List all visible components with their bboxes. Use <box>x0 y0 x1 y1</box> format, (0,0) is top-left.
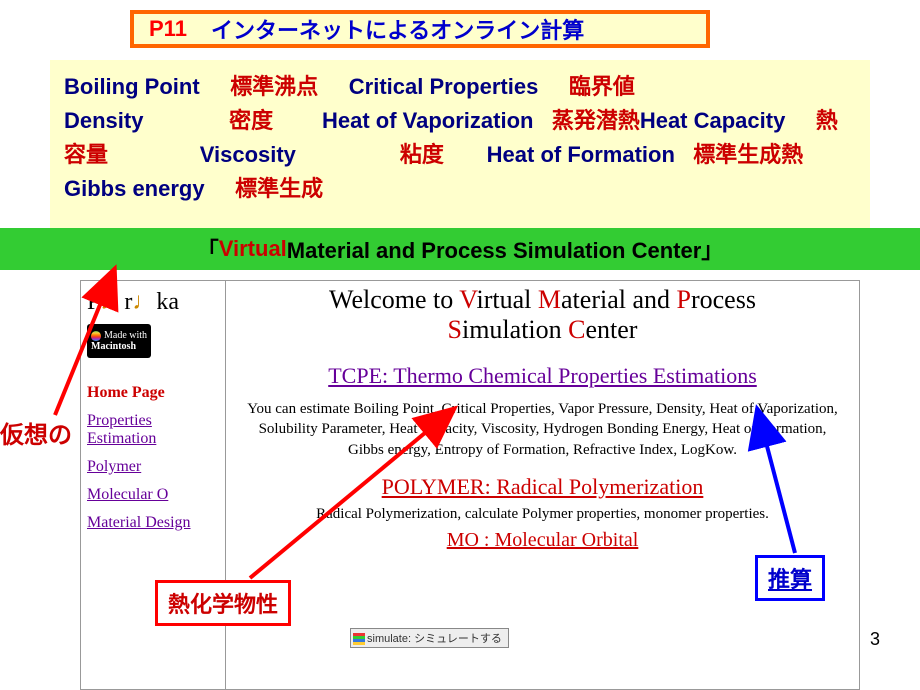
prop-hvap-jp: 蒸発潜熱 <box>552 108 640 133</box>
prop-visc-en: Viscosity <box>200 142 296 167</box>
title-jp: インターネットによるオンライン計算 <box>211 13 584 45</box>
welcome-3: aterial and <box>561 285 677 314</box>
nav-home[interactable]: Home Page <box>87 384 219 402</box>
welcome-M: M <box>538 285 561 314</box>
polymer-link[interactable]: POLYMER: Radical Polymerization <box>382 474 704 500</box>
mo-link[interactable]: MO : Molecular Orbital <box>447 529 639 552</box>
prop-gibbs-jp: 標準生成 <box>235 176 323 201</box>
prop-density-jp: 密度 <box>229 108 273 133</box>
annot-thermochem: 熱化学物性 <box>155 580 291 626</box>
welcome-V: V <box>459 285 476 314</box>
welcome-4: rocess <box>691 285 756 314</box>
site-main: Welcome to Virtual Material and Process … <box>226 281 859 689</box>
annot-virtual: 仮想の <box>0 415 72 450</box>
welcome-2: irtual <box>477 285 538 314</box>
mac-badge: Made withMacintosh <box>87 324 151 358</box>
properties-box: Boiling Point 標準沸点 Critical Properties 臨… <box>50 60 870 234</box>
bracket-open: 「 <box>197 233 219 265</box>
prop-gibbs-en: Gibbs energy <box>64 176 205 201</box>
status-text: simulate: シミュレートする <box>367 633 502 645</box>
prop-visc-jp: 粘度 <box>400 142 444 167</box>
tcpe-description: You can estimate Boiling Point, Critical… <box>236 399 849 460</box>
banner-rest: Material and Process Simulation Center」 <box>287 233 723 265</box>
page-number: 3 <box>870 629 880 650</box>
nav-properties[interactable]: Properties Estimation <box>87 412 219 448</box>
mac-line2: Macintosh <box>91 341 136 352</box>
prop-critical-jp: 臨界値 <box>569 74 635 99</box>
welcome-C: C <box>568 315 585 344</box>
prop-hform-jp: 標準生成熱 <box>693 142 803 167</box>
virtual-word: Virtual <box>219 236 287 262</box>
annot-estimation: 推算 <box>755 555 825 601</box>
title-p11: P11 <box>149 16 187 42</box>
status-icon <box>353 633 365 645</box>
pirika-logo: P♩r♩ka <box>87 289 219 316</box>
nav-polymer[interactable]: Polymer <box>87 458 219 476</box>
polymer-description: Radical Polymerization, calculate Polyme… <box>236 506 849 523</box>
prop-boiling-en: Boiling Point <box>64 74 200 99</box>
nav-molecular[interactable]: Molecular O <box>87 486 219 504</box>
prop-boiling-jp: 標準沸点 <box>230 74 318 99</box>
prop-critical-en: Critical Properties <box>349 74 539 99</box>
green-banner: 「Virtual Material and Process Simulation… <box>0 228 920 270</box>
tcpe-link[interactable]: TCPE: Thermo Chemical Properties Estimat… <box>328 363 757 389</box>
site-sidebar: P♩r♩ka Made withMacintosh Home Page Prop… <box>81 281 226 689</box>
slide-title-box: P11 インターネットによるオンライン計算 <box>130 10 710 48</box>
prop-hform-en: Heat of Formation <box>487 142 675 167</box>
apple-icon <box>91 331 101 341</box>
status-bar: simulate: シミュレートする <box>350 628 509 648</box>
welcome-S: S <box>448 315 462 344</box>
prop-hcap-en: Heat Capacity <box>640 108 786 133</box>
prop-hvap-en: Heat of Vaporization <box>322 108 533 133</box>
welcome-5: imulation <box>462 315 568 344</box>
welcome-P: P <box>677 285 691 314</box>
mac-line1: Made with <box>104 330 147 341</box>
welcome-1: Welcome to <box>329 285 459 314</box>
nav-material-design[interactable]: Material Design <box>87 514 219 532</box>
welcome-6: enter <box>586 315 638 344</box>
prop-density-en: Density <box>64 108 143 133</box>
welcome-heading: Welcome to Virtual Material and Process … <box>236 285 849 345</box>
